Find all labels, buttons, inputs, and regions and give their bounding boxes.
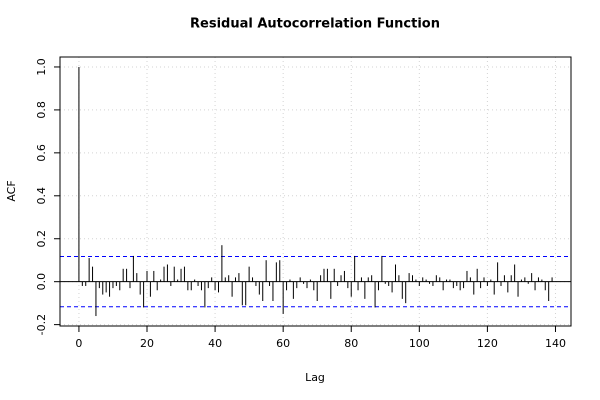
x-tick-label: 80 [344,337,358,350]
y-tick-label: 0.0 [35,273,48,291]
y-tick-label: 1.0 [35,58,48,76]
y-tick-label: -0.2 [35,314,48,335]
x-tick-label: 100 [409,337,430,350]
x-axis-label: Lag [305,371,325,384]
plot-frame [59,56,572,327]
y-tick-label: 0.2 [35,230,48,248]
chart-title: Residual Autocorrelation Function [190,17,440,32]
y-tick-label: 0.6 [35,144,48,162]
x-tick-label: 0 [75,337,82,350]
y-tick-label: 0.8 [35,101,48,119]
x-tick-label: 40 [208,337,222,350]
x-tick-label: 120 [477,337,498,350]
x-tick-label: 60 [276,337,290,350]
y-tick-label: 0.4 [35,187,48,205]
x-tick-label: 140 [545,337,566,350]
x-tick-label: 20 [140,337,154,350]
y-axis-label: ACF [5,180,18,201]
